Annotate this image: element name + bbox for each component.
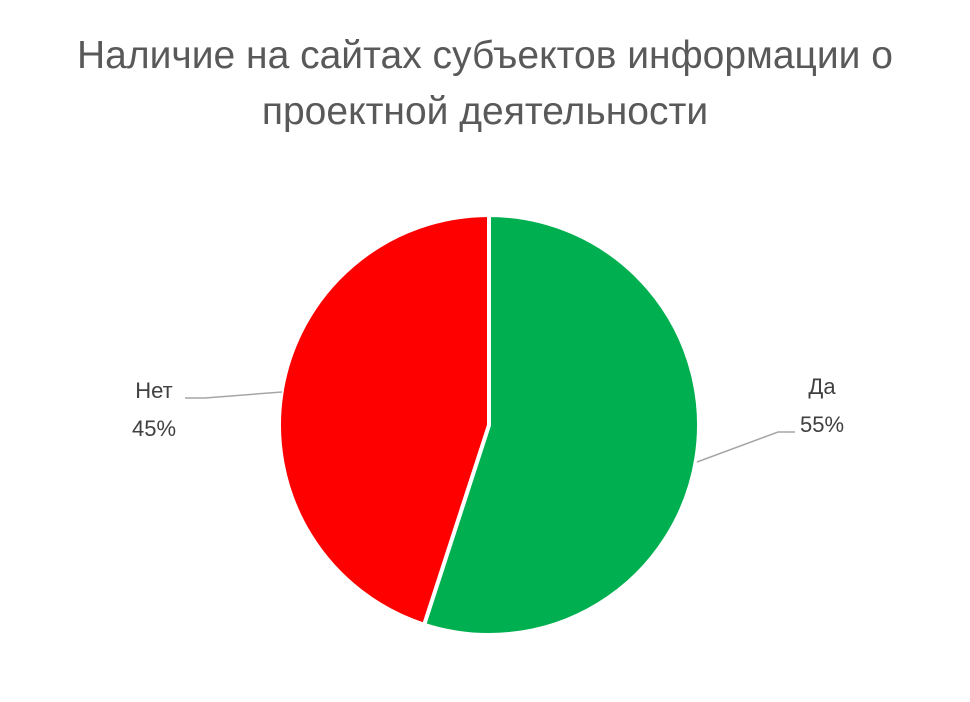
slice-labels: Да 55% Нет 45% <box>132 374 844 441</box>
slice-label-net: Нет <box>135 378 172 403</box>
slice-percent-net: 45% <box>132 416 176 441</box>
pie-slice-da <box>422 213 701 637</box>
pie-slices <box>277 213 701 637</box>
leader-lines <box>185 391 795 463</box>
chart-title: Наличие на сайтах субъектов информации о… <box>77 34 893 133</box>
slice-label-da: Да <box>808 374 836 399</box>
slice-percent-da: 55% <box>800 412 844 437</box>
leader-line-da <box>696 431 795 463</box>
leader-line-net <box>185 391 283 399</box>
